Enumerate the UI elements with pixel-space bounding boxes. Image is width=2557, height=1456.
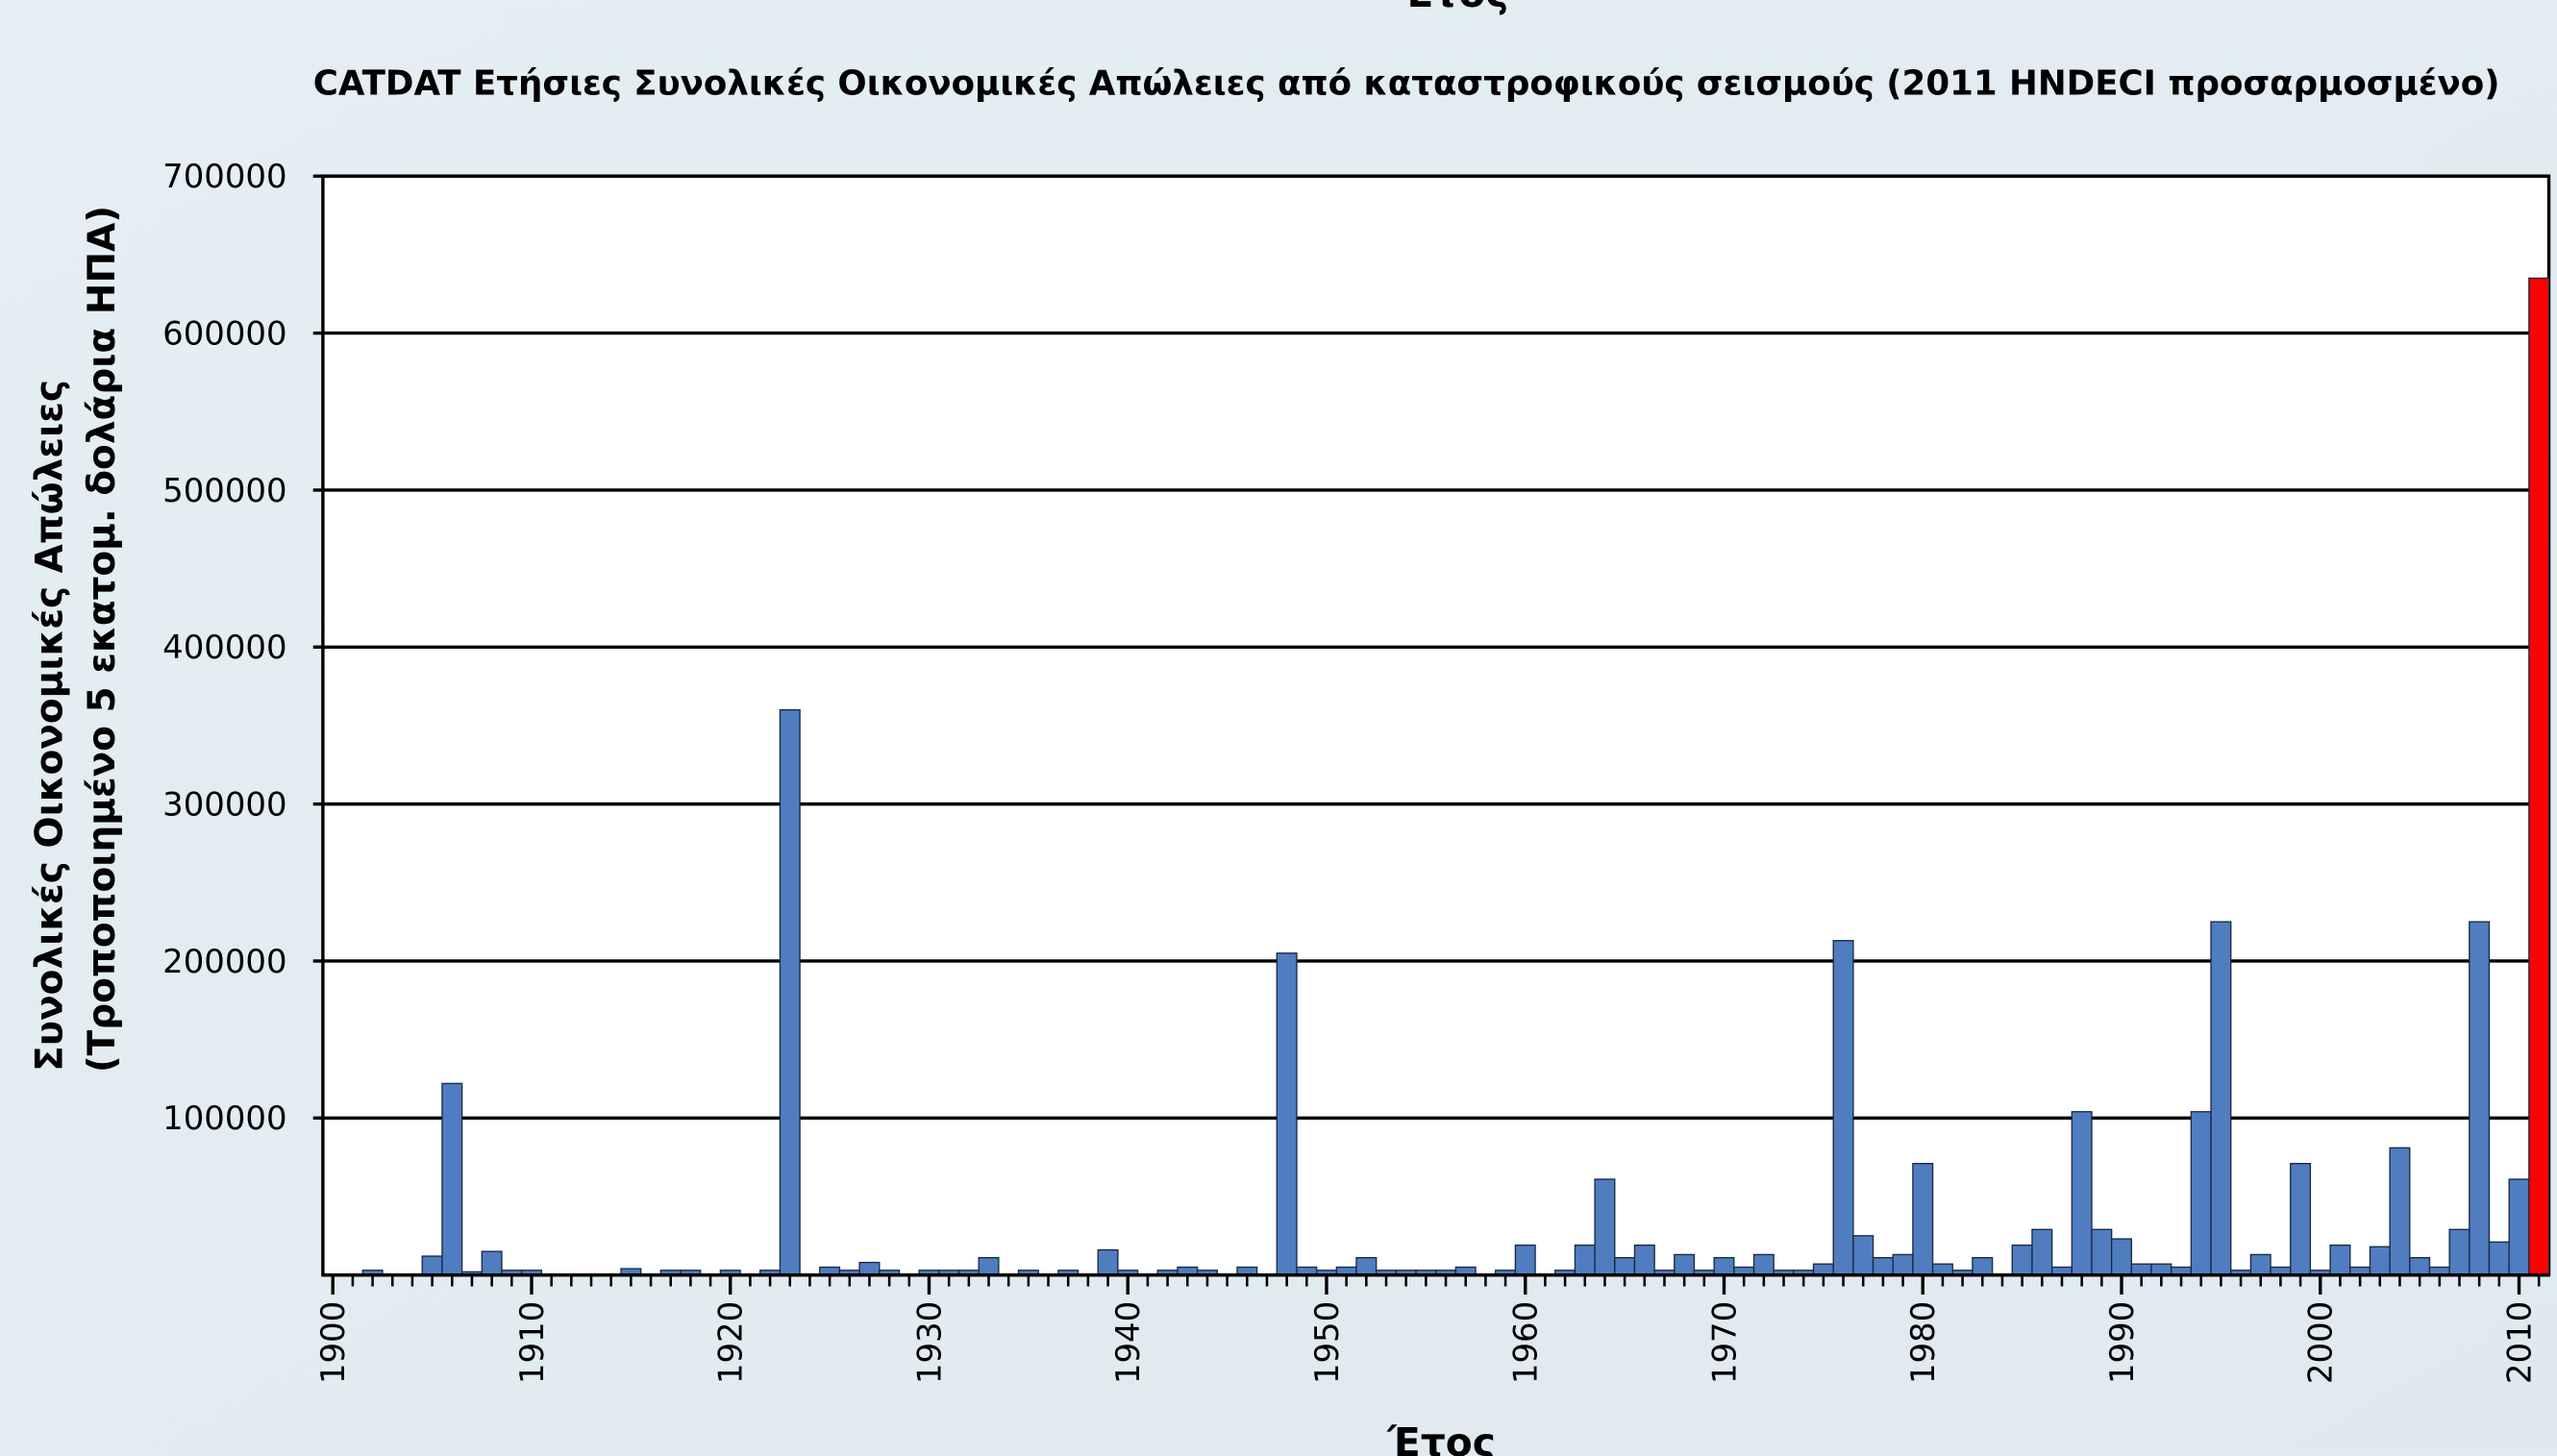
x-tick-label: 2000 [2302,1301,2340,1384]
bar [2249,1253,2272,1276]
bar [2091,1228,2113,1276]
x-tick-label: 1920 [712,1301,750,1384]
bar [2130,1263,2152,1276]
bar [2488,1241,2510,1276]
x-tick-label: 1910 [513,1301,551,1384]
y-axis-label: Συνολικές Οικονομικές Απώλειες [28,380,71,1072]
bar [978,1257,1000,1276]
bar [1912,1163,1934,1276]
bar [1097,1248,1119,1276]
bar [2329,1244,2351,1276]
x-tick-label: 1930 [910,1301,948,1384]
bar [1892,1253,1914,1276]
bar [421,1255,443,1276]
bar [1752,1253,1775,1276]
bar [1574,1244,1596,1276]
y-tick-label: 300000 [162,786,286,824]
bar [2409,1257,2431,1276]
bar [858,1261,881,1276]
chart-title: CATDAT Ετήσιες Συνολικές Οικονομικές Απώ… [313,63,2500,103]
x-tick-label: 1940 [1109,1301,1147,1384]
bar [779,708,801,1276]
x-tick-label: 1900 [314,1301,352,1384]
bar [2110,1238,2133,1276]
y-tick-label: 500000 [162,472,286,509]
bar [1633,1244,1655,1276]
y-tick-label: 700000 [162,158,286,195]
bar [481,1250,503,1276]
bar [1713,1257,1735,1276]
y-axis-label: (Τροποποιημένο 5 εκατομ. δολάρια ΗΠΑ) [81,206,124,1073]
bar [1832,940,1854,1276]
x-tick-label: 1980 [1904,1301,1942,1384]
y-tick-label: 100000 [162,1099,286,1137]
x-tick-label: 1960 [1507,1301,1545,1384]
bar [2210,921,2232,1276]
bar [2528,277,2550,1276]
bar [1594,1178,1616,1276]
y-tick-label: 600000 [162,314,286,352]
bar [2011,1244,2033,1276]
y-tick-label: 400000 [162,629,286,666]
bar [1972,1257,1994,1276]
top-label: Έτος [1400,0,1509,16]
plot-area [321,174,2551,1277]
x-tick-label: 2010 [2500,1301,2538,1384]
bar [1931,1263,1953,1276]
bar [2071,1111,2093,1276]
bar [1852,1235,1874,1276]
bar [2369,1246,2391,1276]
bar [2448,1228,2470,1276]
bar [1614,1257,1636,1276]
bar [1872,1257,1894,1276]
x-tick-label: 1970 [1705,1301,1743,1384]
bar [1812,1263,1834,1276]
bar [1674,1253,1696,1276]
x-tick-label: 1950 [1308,1301,1346,1384]
bar [2290,1163,2312,1276]
bar [2031,1228,2053,1276]
bar [2508,1178,2530,1276]
bar [2389,1147,2411,1276]
bar [1514,1244,1536,1276]
bar [2190,1111,2212,1276]
x-tick-label: 1990 [2103,1301,2141,1384]
bar [2469,921,2491,1276]
bar [1355,1257,1378,1276]
bar [2150,1263,2172,1276]
x-axis-label: Έτος [1386,1419,1496,1456]
y-tick-label: 200000 [162,943,286,980]
bar [1276,952,1298,1276]
bar [441,1082,463,1276]
